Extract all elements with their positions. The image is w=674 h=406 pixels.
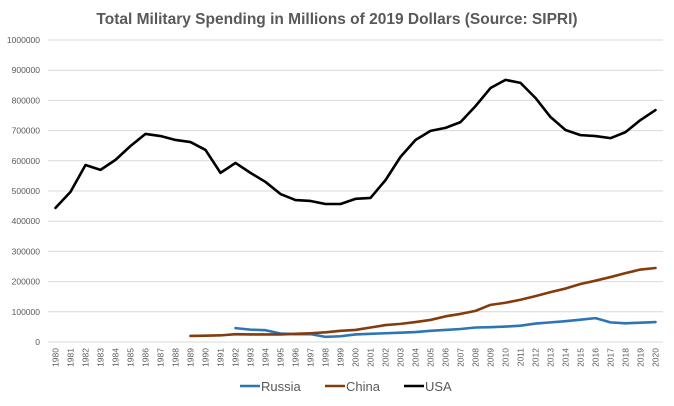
x-tick-label: 1981 xyxy=(66,348,76,367)
x-tick-label: 1991 xyxy=(216,348,226,367)
y-tick-label: 700000 xyxy=(12,126,41,136)
x-tick-label: 1980 xyxy=(51,348,61,367)
x-tick-label: 2014 xyxy=(561,348,571,367)
legend-label-russia: Russia xyxy=(261,379,302,394)
x-tick-label: 1990 xyxy=(201,348,211,367)
series-lines xyxy=(54,78,657,339)
x-tick-label: 2000 xyxy=(351,348,361,367)
chart-title: Total Military Spending in Millions of 2… xyxy=(96,11,577,28)
x-tick-label: 1995 xyxy=(276,348,286,367)
x-tick-label: 2019 xyxy=(636,348,646,367)
y-tick-label: 600000 xyxy=(12,156,41,166)
x-tick-label: 2009 xyxy=(486,348,496,367)
x-tick-label: 1984 xyxy=(111,348,121,367)
y-tick-label: 500000 xyxy=(12,186,41,196)
x-tick-label: 1982 xyxy=(81,348,91,367)
y-tick-label: 200000 xyxy=(12,277,41,287)
gridlines xyxy=(48,39,663,343)
y-tick-label: 0 xyxy=(35,337,40,347)
y-axis-ticks: 0 100000 200000 300000 400000 500000 600000 700… xyxy=(7,35,40,347)
x-tick-label: 1999 xyxy=(336,348,346,367)
x-tick-label: 2013 xyxy=(546,348,556,367)
x-tick-label: 2017 xyxy=(606,348,616,367)
y-tick-label: 300000 xyxy=(12,246,41,256)
y-tick-label: 800000 xyxy=(12,95,41,105)
x-tick-label: 2003 xyxy=(396,348,406,367)
x-tick-label: 1994 xyxy=(261,348,271,367)
legend: Russia China USA xyxy=(240,379,452,394)
x-tick-label: 2018 xyxy=(621,348,631,367)
x-tick-label: 1988 xyxy=(171,348,181,367)
x-tick-label: 2011 xyxy=(516,348,526,367)
x-tick-label: 1996 xyxy=(291,348,301,367)
x-tick-label: 1983 xyxy=(96,348,106,367)
x-tick-label: 1998 xyxy=(321,348,331,367)
x-tick-label: 2005 xyxy=(426,348,436,367)
x-tick-label: 2010 xyxy=(501,348,511,367)
x-tick-label: 2020 xyxy=(651,348,661,367)
y-tick-label: 1000000 xyxy=(7,35,40,45)
y-tick-label: 100000 xyxy=(12,307,41,317)
x-tick-label: 2012 xyxy=(531,348,541,367)
x-tick-label: 2007 xyxy=(456,348,466,367)
x-tick-label: 1986 xyxy=(141,348,151,367)
x-tick-label: 2008 xyxy=(471,348,481,367)
x-tick-label: 2006 xyxy=(441,348,451,367)
series-line-usa xyxy=(54,78,657,210)
legend-label-usa: USA xyxy=(425,379,452,394)
x-tick-label: 1997 xyxy=(306,348,316,367)
x-tick-label: 2001 xyxy=(366,348,376,367)
y-tick-label: 400000 xyxy=(12,216,41,226)
x-tick-label: 2016 xyxy=(591,348,601,367)
x-axis-ticks: 1980 1981 1982 1983 1984 1985 1986 1987 1988 1989… xyxy=(51,348,661,367)
x-tick-label: 2015 xyxy=(576,348,586,367)
series-line-china xyxy=(189,266,657,338)
x-tick-label: 1987 xyxy=(156,348,166,367)
x-tick-label: 2002 xyxy=(381,348,391,367)
y-tick-label: 900000 xyxy=(12,65,41,75)
x-tick-label: 2004 xyxy=(411,348,421,367)
x-tick-label: 1992 xyxy=(231,348,241,367)
legend-label-china: China xyxy=(346,379,381,394)
x-tick-label: 1993 xyxy=(246,348,256,367)
x-tick-label: 1989 xyxy=(186,348,196,367)
x-tick-label: 1985 xyxy=(126,348,136,367)
